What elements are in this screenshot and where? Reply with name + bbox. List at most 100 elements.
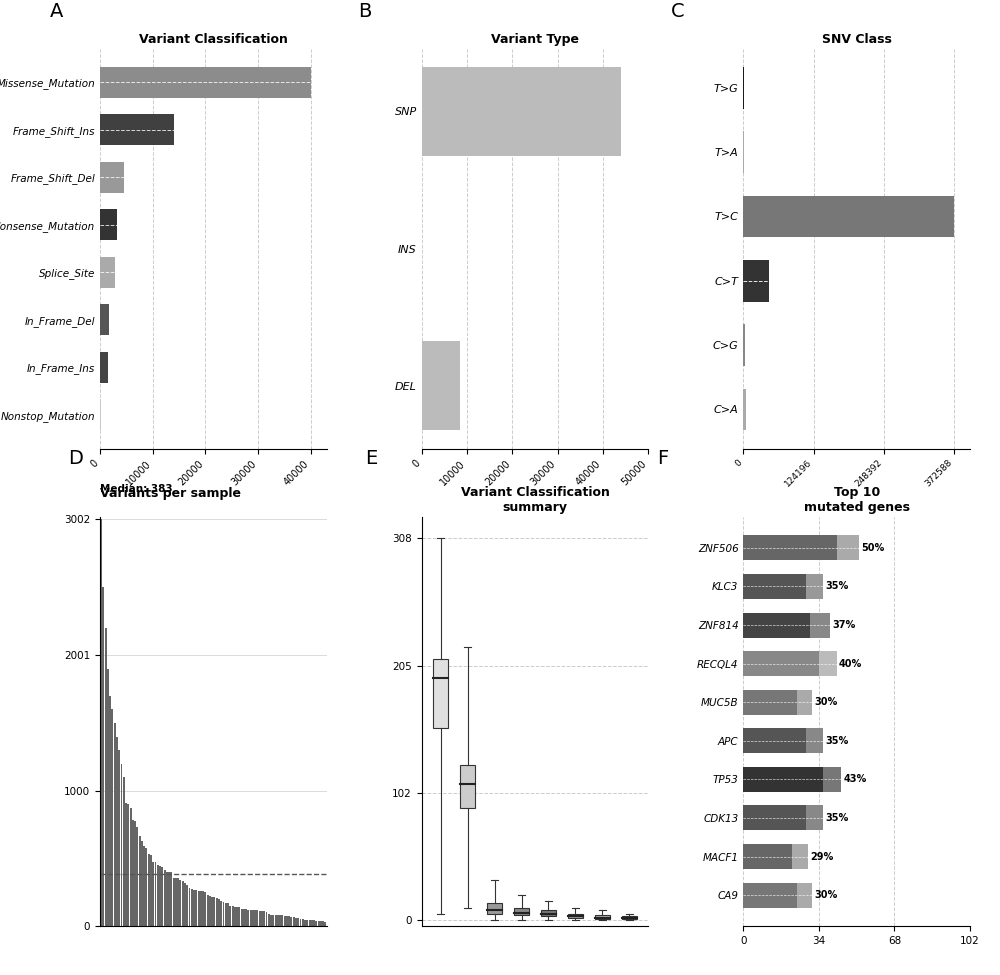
Bar	[102, 588, 104, 926]
Bar	[797, 689, 812, 715]
Bar	[318, 920, 320, 926]
Bar	[232, 907, 234, 926]
Bar	[281, 916, 283, 926]
Bar	[487, 903, 502, 914]
Bar	[743, 766, 823, 792]
Bar	[100, 114, 174, 145]
Bar	[220, 901, 222, 926]
Bar	[288, 916, 290, 926]
Text: F: F	[657, 448, 669, 468]
Bar	[211, 897, 213, 926]
Bar	[168, 872, 170, 926]
Bar	[243, 909, 245, 926]
Bar	[100, 304, 109, 335]
Bar	[743, 689, 797, 715]
Bar	[268, 915, 270, 926]
Bar	[100, 352, 108, 383]
Bar	[797, 882, 812, 908]
Bar	[277, 916, 279, 926]
Bar	[810, 612, 830, 638]
Bar	[743, 196, 954, 237]
Bar	[422, 67, 621, 156]
Bar	[743, 651, 819, 677]
Text: E: E	[365, 448, 377, 468]
Bar	[236, 907, 238, 926]
Bar	[155, 863, 156, 926]
Bar	[173, 878, 175, 926]
Bar	[322, 921, 324, 926]
Bar	[252, 910, 254, 926]
Bar	[254, 910, 256, 926]
Bar	[460, 765, 475, 808]
Bar	[143, 846, 145, 926]
Bar	[116, 736, 118, 926]
Bar	[121, 763, 122, 926]
Bar	[315, 920, 317, 926]
Bar	[148, 854, 150, 926]
Bar	[806, 728, 823, 754]
Bar	[595, 916, 610, 918]
Text: 35%: 35%	[826, 813, 849, 823]
Bar	[272, 915, 274, 926]
Bar	[324, 922, 326, 926]
Text: 29%: 29%	[810, 851, 833, 862]
Bar	[241, 909, 243, 926]
Text: A: A	[50, 2, 64, 20]
Bar	[136, 827, 138, 926]
Text: 40%: 40%	[839, 659, 862, 669]
Bar	[297, 918, 299, 926]
Bar	[170, 873, 172, 926]
Bar	[261, 911, 263, 926]
Bar	[290, 917, 292, 926]
Text: 35%: 35%	[826, 581, 849, 592]
Bar	[207, 895, 209, 926]
Bar	[275, 915, 277, 926]
Bar	[177, 878, 179, 926]
Bar	[422, 341, 460, 430]
Bar	[837, 535, 859, 561]
Text: 30%: 30%	[815, 697, 838, 707]
Bar	[123, 777, 125, 926]
Bar	[100, 162, 124, 193]
Bar	[125, 803, 127, 926]
Bar	[279, 916, 281, 926]
Bar	[105, 628, 107, 926]
Bar	[263, 912, 265, 926]
Bar	[141, 840, 143, 926]
Bar	[819, 651, 837, 677]
Bar	[320, 921, 322, 926]
Bar	[743, 67, 744, 109]
Bar	[309, 919, 311, 926]
Title: Variant Classification: Variant Classification	[139, 33, 288, 46]
Title: Variant Type: Variant Type	[491, 33, 579, 46]
Bar	[100, 67, 311, 98]
Bar	[743, 805, 806, 831]
Bar	[132, 820, 134, 926]
Bar	[186, 885, 188, 926]
Text: Median: 383: Median: 383	[100, 485, 173, 494]
Bar	[209, 896, 211, 926]
Bar	[313, 920, 315, 926]
Bar	[189, 888, 190, 926]
Bar	[182, 880, 184, 926]
Bar	[293, 917, 295, 926]
Bar	[238, 908, 240, 926]
Bar	[433, 659, 448, 727]
Bar	[266, 912, 267, 926]
Bar	[139, 836, 141, 926]
Bar	[195, 890, 197, 926]
Bar	[204, 892, 206, 926]
Bar	[152, 862, 154, 926]
Bar	[145, 848, 147, 926]
Bar	[107, 669, 109, 926]
Bar	[792, 844, 808, 869]
Bar	[200, 891, 202, 926]
Bar	[286, 916, 288, 926]
Bar	[311, 920, 313, 926]
Bar	[109, 696, 111, 926]
Bar	[127, 803, 129, 926]
Bar	[743, 260, 769, 301]
Bar	[159, 866, 161, 926]
Bar	[806, 574, 823, 599]
Bar	[743, 325, 745, 366]
